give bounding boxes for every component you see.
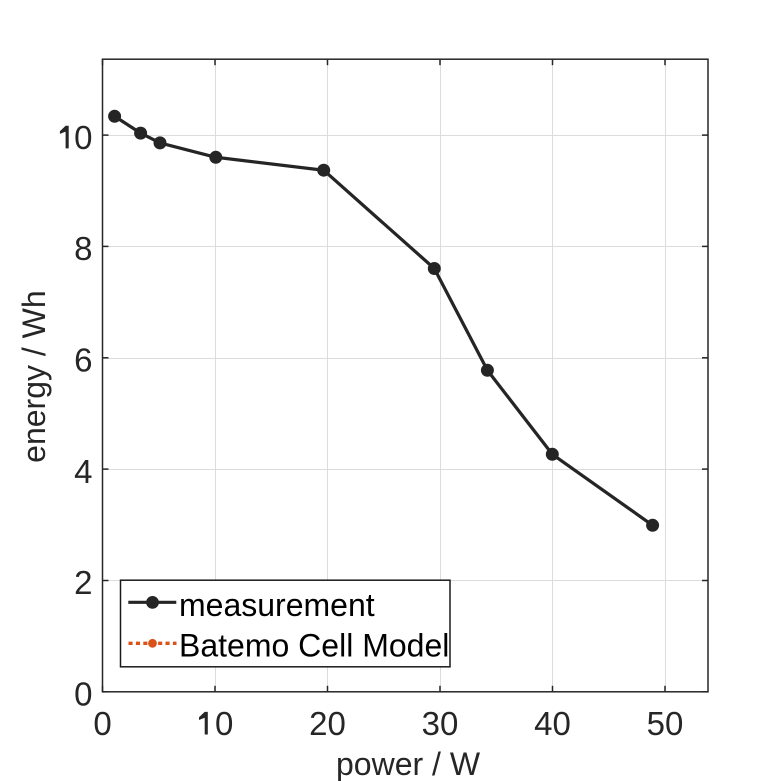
svg-text:2: 2 xyxy=(74,564,92,601)
svg-text:0: 0 xyxy=(93,705,111,742)
svg-text:Batemo Cell Model: Batemo Cell Model xyxy=(179,627,449,663)
svg-text:0: 0 xyxy=(215,705,233,742)
svg-text:50: 50 xyxy=(647,705,684,742)
svg-text:8: 8 xyxy=(74,230,92,267)
svg-text:6: 6 xyxy=(74,342,92,379)
svg-text:4: 4 xyxy=(74,453,92,490)
svg-text:power / W: power / W xyxy=(336,746,481,781)
svg-text:20: 20 xyxy=(309,705,346,742)
svg-text:0: 0 xyxy=(74,676,92,713)
svg-text:30: 30 xyxy=(422,705,459,742)
svg-text:40: 40 xyxy=(534,705,571,742)
svg-text:energy / Wh: energy / Wh xyxy=(16,290,52,463)
svg-text:0: 0 xyxy=(74,119,92,156)
svg-text:measurement: measurement xyxy=(179,587,375,623)
